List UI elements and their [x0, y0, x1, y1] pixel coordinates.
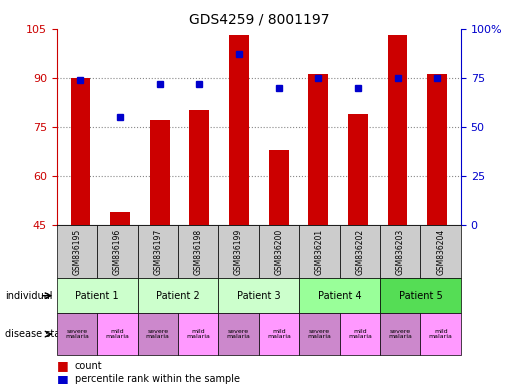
Bar [190, 111, 209, 225]
Text: ■: ■ [57, 359, 68, 372]
Text: mild
malaria: mild malaria [348, 329, 372, 339]
Text: GSM836200: GSM836200 [274, 228, 283, 275]
Text: severe
malaria: severe malaria [227, 329, 250, 339]
Bar [269, 149, 288, 225]
Text: GSM836204: GSM836204 [436, 228, 445, 275]
Text: severe
malaria: severe malaria [65, 329, 89, 339]
Text: GSM836199: GSM836199 [234, 228, 243, 275]
Text: GSM836203: GSM836203 [396, 228, 405, 275]
Bar [388, 35, 407, 225]
Bar [427, 74, 447, 225]
Bar [308, 74, 328, 225]
Title: GDS4259 / 8001197: GDS4259 / 8001197 [188, 12, 329, 26]
Text: GSM836201: GSM836201 [315, 228, 324, 275]
Text: GSM836196: GSM836196 [113, 228, 122, 275]
Text: severe
malaria: severe malaria [388, 329, 412, 339]
Text: individual: individual [5, 291, 53, 301]
Text: Patient 3: Patient 3 [237, 291, 281, 301]
Text: mild
malaria: mild malaria [106, 329, 129, 339]
Text: mild
malaria: mild malaria [429, 329, 453, 339]
Text: ■: ■ [57, 373, 68, 384]
Text: count: count [75, 361, 102, 371]
Bar [348, 114, 368, 225]
Text: disease state: disease state [5, 329, 70, 339]
Text: mild
malaria: mild malaria [186, 329, 210, 339]
Text: percentile rank within the sample: percentile rank within the sample [75, 374, 239, 384]
Text: Patient 5: Patient 5 [399, 291, 442, 301]
Bar [110, 212, 130, 225]
Text: GSM836202: GSM836202 [355, 228, 364, 275]
Text: Patient 2: Patient 2 [156, 291, 200, 301]
Text: Patient 1: Patient 1 [75, 291, 119, 301]
Text: Patient 4: Patient 4 [318, 291, 362, 301]
Text: severe
malaria: severe malaria [146, 329, 169, 339]
Text: GSM836195: GSM836195 [73, 228, 81, 275]
Bar [150, 120, 169, 225]
Text: mild
malaria: mild malaria [267, 329, 291, 339]
Text: GSM836198: GSM836198 [194, 228, 202, 275]
Bar [71, 78, 90, 225]
Text: GSM836197: GSM836197 [153, 228, 162, 275]
Bar [229, 35, 249, 225]
Text: severe
malaria: severe malaria [307, 329, 331, 339]
